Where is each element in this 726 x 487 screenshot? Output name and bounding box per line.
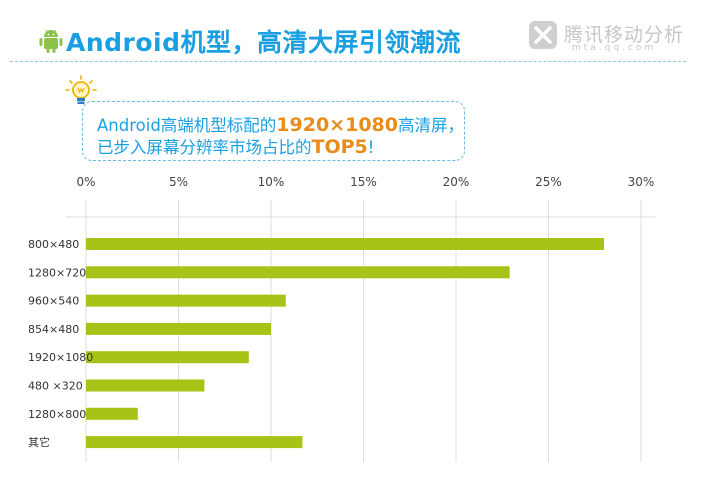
callout-line-2-prefix: 已步入屏幕分辨率市场占比的 [97,138,312,157]
x-tick-label: 15% [350,175,377,189]
x-tick-label: 5% [169,175,188,189]
x-tick-label: 20% [443,175,470,189]
callout-line-1: Android高端机型标配的1920×1080高清屏， [97,112,464,136]
category-label: 800×480 [28,238,79,251]
logo-subtext: mta.qq.com [572,43,657,53]
callout-highlight-resolution: 1920×1080 [276,114,398,136]
callout-line-2: 已步入屏幕分辨率市场占比的TOP5! [97,134,374,158]
bar [86,436,303,449]
lightbulb-icon [65,75,97,104]
category-label: 其它 [28,435,50,449]
category-label: 960×540 [28,295,79,308]
x-tick-label: 10% [258,175,285,189]
bar [86,266,510,279]
bar [86,407,138,420]
callout-line-1-suffix: 高清屏， [397,116,464,135]
logo-text: 腾讯移动分析 [564,24,685,46]
header: Android机型，高清大屏引领潮流 腾讯移动分析 mta.qq.com [0,0,726,60]
category-label: 480 ×320 [28,380,83,393]
callout-line-1-prefix: Android高端机型标配的 [97,116,277,135]
category-label: 1280×720 [28,266,86,279]
bar [86,294,286,307]
tencent-mta-logo: 腾讯移动分析 mta.qq.com [528,20,698,56]
category-label: 1920×1080 [28,351,93,364]
callout-highlight-top5: TOP5 [311,136,368,158]
x-tick-label: 25% [535,175,562,189]
header-divider [10,61,686,62]
bar [86,238,604,250]
bar [86,351,249,364]
category-label: 854×480 [28,323,79,336]
x-tick-label: 30% [628,175,655,189]
callout-line-2-suffix: ! [367,138,375,157]
category-label: 1280×800 [28,408,86,421]
page-title: Android机型，高清大屏引领潮流 [66,28,462,57]
logo-icon [529,21,557,49]
bar [86,379,205,392]
callout-box: Android高端机型标配的1920×1080高清屏， 已步入屏幕分辨率市场占比… [82,101,465,161]
android-icon [39,29,63,53]
x-tick-label: 0% [76,175,95,189]
bar [86,322,271,335]
